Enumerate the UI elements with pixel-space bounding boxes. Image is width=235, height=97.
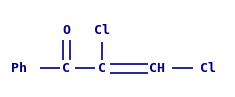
Text: Cl: Cl — [94, 24, 110, 37]
Text: CH: CH — [149, 62, 165, 75]
Text: C: C — [98, 62, 106, 75]
Text: O: O — [62, 24, 70, 37]
Text: Ph: Ph — [11, 62, 27, 75]
Text: Cl: Cl — [200, 62, 216, 75]
Text: C: C — [62, 62, 70, 75]
